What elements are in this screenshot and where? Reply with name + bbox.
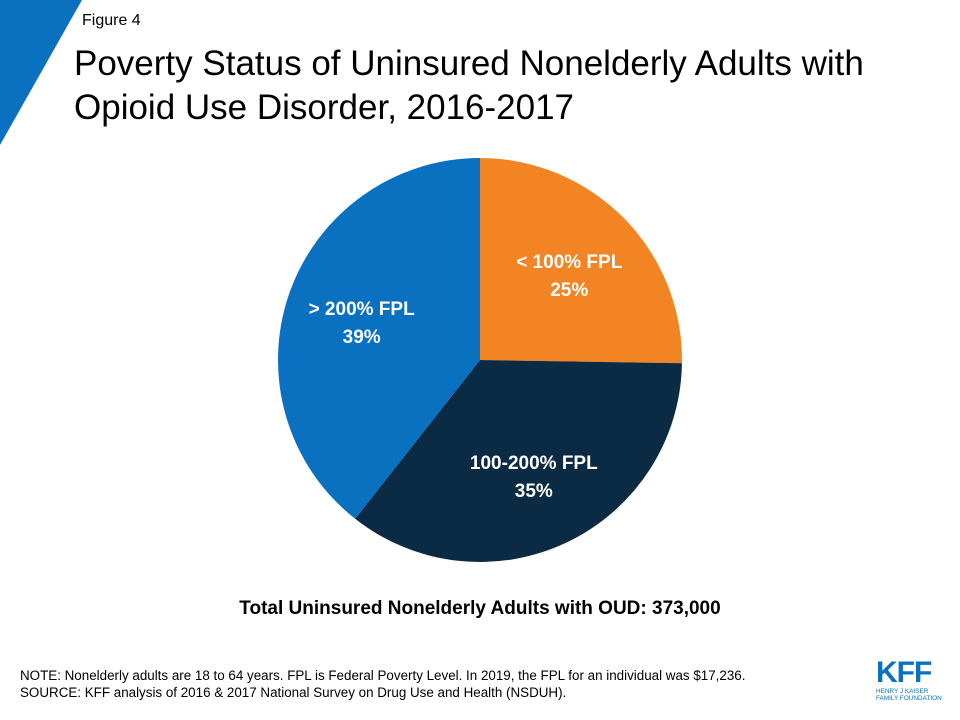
logo-mark: KFF bbox=[876, 656, 932, 689]
chart-title: Poverty Status of Uninsured Nonelderly A… bbox=[74, 44, 864, 127]
note-text: NOTE: Nonelderly adults are 18 to 64 yea… bbox=[20, 668, 746, 683]
figure-label: Figure 4 bbox=[82, 12, 141, 29]
kff-logo: KFF HENRY J KAISER FAMILY FOUNDATION bbox=[876, 658, 946, 714]
slice-value-1: 25% bbox=[550, 280, 588, 301]
logo-line-1: HENRY J KAISER bbox=[876, 688, 929, 695]
total-caption: Total Uninsured Nonelderly Adults with O… bbox=[239, 598, 721, 619]
slice-value-3: 39% bbox=[343, 327, 381, 348]
source-text: SOURCE: KFF analysis of 2016 & 2017 Nati… bbox=[20, 685, 567, 700]
slice-value-2: 35% bbox=[515, 481, 553, 502]
corner-accent-shape bbox=[0, 0, 82, 145]
slice-label-3: > 200% FPL bbox=[309, 299, 416, 320]
pie-slice-2 bbox=[355, 360, 682, 562]
logo-line-2: FAMILY FOUNDATION bbox=[876, 695, 942, 702]
pie-slice-1 bbox=[480, 158, 682, 364]
pie-slice-3 bbox=[278, 157, 480, 519]
pie-labels: < 100% FPL 25% 100-200% FPL 35% > 200% FPL 39… bbox=[309, 252, 623, 502]
pie-slices bbox=[278, 157, 682, 562]
notes-block: NOTE: Nonelderly adults are 18 to 64 yea… bbox=[20, 667, 860, 701]
slice-label-1: < 100% FPL bbox=[516, 252, 623, 273]
corner-accent bbox=[0, 0, 82, 145]
slice-label-2: 100-200% FPL bbox=[470, 453, 598, 474]
